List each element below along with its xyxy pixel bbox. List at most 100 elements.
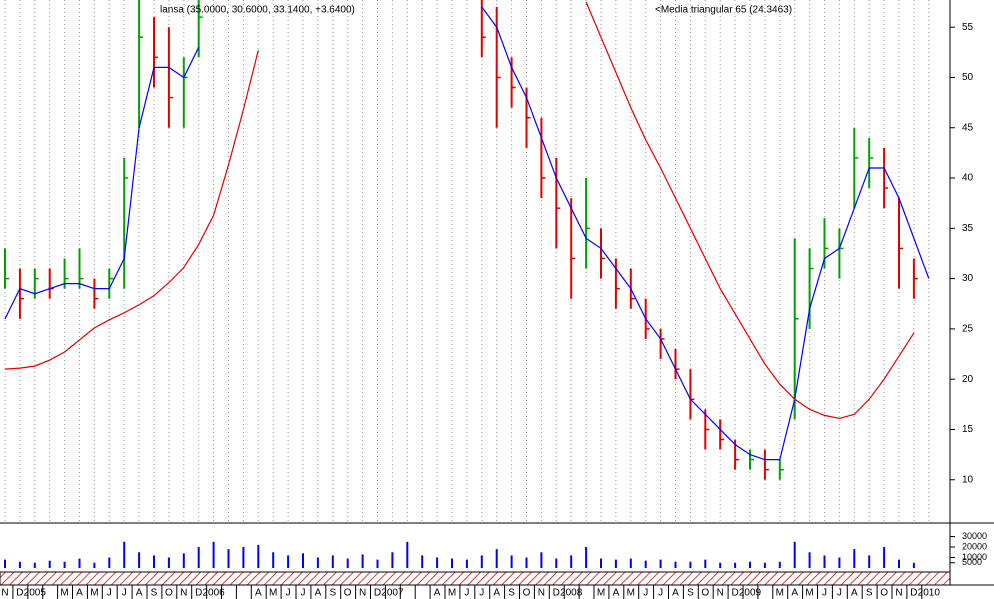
x-tick-label: D xyxy=(195,588,202,599)
y-tick-label: 20000 xyxy=(962,541,987,551)
x-tick-label: J xyxy=(107,588,112,599)
x-tick-label: A xyxy=(315,588,322,599)
time-strip xyxy=(0,571,951,586)
x-tick-label: A xyxy=(851,588,858,599)
x-tick-label: O xyxy=(344,588,352,599)
x-tick-label: D xyxy=(553,588,560,599)
volume-bar xyxy=(480,555,483,568)
y-tick-label: 5000 xyxy=(962,557,982,567)
volume-bar xyxy=(287,555,290,568)
y-tick-label: 20 xyxy=(962,374,974,385)
x-tick-label: A xyxy=(791,588,798,599)
volume-bar xyxy=(585,547,588,568)
volume-bar xyxy=(227,549,230,568)
volume-bar xyxy=(540,552,543,568)
x-tick-label: M xyxy=(597,588,605,599)
volume-bar xyxy=(465,559,468,568)
y-tick-label: 30000 xyxy=(962,531,987,541)
volume-bar xyxy=(18,561,21,568)
y-tick-label: 45 xyxy=(962,122,974,133)
y-tick-label: 10 xyxy=(962,474,974,485)
volume-bar xyxy=(242,547,245,568)
volume-bar xyxy=(912,562,915,568)
volume-bar xyxy=(659,559,662,568)
volume-bar xyxy=(4,559,6,568)
x-tick-label: S xyxy=(687,588,694,599)
volume-bar xyxy=(853,549,856,568)
x-tick-label: D xyxy=(374,588,381,599)
x-tick-label: M xyxy=(776,588,784,599)
x-tick-label: A xyxy=(76,588,83,599)
volume-bar xyxy=(391,552,394,568)
x-tick-label: N xyxy=(717,588,724,599)
x-tick-label: 2007 xyxy=(381,588,404,599)
volume-bar xyxy=(316,557,319,568)
x-tick-label: 2008 xyxy=(560,588,583,599)
volume-bar xyxy=(302,553,304,568)
volume-bar xyxy=(734,562,737,568)
labels: N D 2005 M A M J J A S O N D 2006 A M J J A S O N D 2007 A M J J A S O… xyxy=(1,22,987,599)
volume-bar xyxy=(495,549,498,568)
volume-bar xyxy=(93,562,96,568)
volume-bar xyxy=(406,541,409,568)
x-tick-label: M xyxy=(60,588,68,599)
x-tick-label: D xyxy=(731,588,738,599)
volume-bar xyxy=(376,559,379,568)
volume-bar xyxy=(361,554,364,568)
x-tick-label: J xyxy=(837,588,842,599)
x-tick-label: D xyxy=(910,588,917,599)
x-tick-label: O xyxy=(165,588,173,599)
volume-bar xyxy=(898,559,900,568)
volume-bar xyxy=(421,555,424,568)
volume-bar xyxy=(644,560,647,568)
volume-bar xyxy=(272,552,275,568)
volume-bar xyxy=(33,562,36,568)
volume-bar xyxy=(689,561,692,568)
volume-bar xyxy=(331,555,334,568)
volume-bar xyxy=(525,557,528,568)
y-tick-label: 10000 xyxy=(962,552,987,562)
x-tick-label: 2005 xyxy=(24,588,47,599)
volume-bar xyxy=(570,555,573,568)
volume-bar xyxy=(78,558,81,568)
volume-bar xyxy=(823,555,826,568)
volume-bar xyxy=(883,547,886,568)
volume-bar xyxy=(48,560,51,568)
volume-panel xyxy=(4,541,915,568)
x-tick-label: O xyxy=(701,588,709,599)
volume-bar xyxy=(838,557,841,568)
volume-bar xyxy=(629,558,632,568)
volume-bar xyxy=(614,559,617,568)
volume-bar xyxy=(778,561,781,568)
x-tick-label: O xyxy=(880,588,888,599)
volume-bar xyxy=(808,552,811,568)
x-tick-label: D xyxy=(16,588,23,599)
volume-bar xyxy=(555,558,558,568)
x-tick-label: A xyxy=(613,588,620,599)
price-panel xyxy=(4,0,930,480)
x-tick-label: N xyxy=(180,588,187,599)
volume-bar xyxy=(182,553,185,568)
x-tick-label: S xyxy=(866,588,873,599)
y-tick-label: 40 xyxy=(962,173,974,184)
x-tick-label: J xyxy=(464,588,469,599)
y-tick-label: 30 xyxy=(962,273,974,284)
moving-average-line xyxy=(4,1,915,420)
x-tick-label: A xyxy=(434,588,441,599)
x-tick-label: 2006 xyxy=(202,588,225,599)
x-tick-label: A xyxy=(672,588,679,599)
x-tick-label: 2010 xyxy=(918,588,941,599)
x-tick-label: N xyxy=(1,588,8,599)
x-tick-label: M xyxy=(805,588,813,599)
volume-bar xyxy=(510,555,513,568)
volume-bar xyxy=(257,544,260,568)
volume-bar xyxy=(763,562,766,568)
x-tick-label: N xyxy=(359,588,366,599)
volume-bar xyxy=(868,555,871,568)
chart-title: lansa (35.0000, 30.6000, 33.1400, +3.640… xyxy=(160,5,355,16)
y-tick-label: 15 xyxy=(962,424,974,435)
x-tick-label: M xyxy=(269,588,277,599)
y-tick-label: 50 xyxy=(962,72,974,83)
x-tick-label: 2009 xyxy=(739,588,762,599)
